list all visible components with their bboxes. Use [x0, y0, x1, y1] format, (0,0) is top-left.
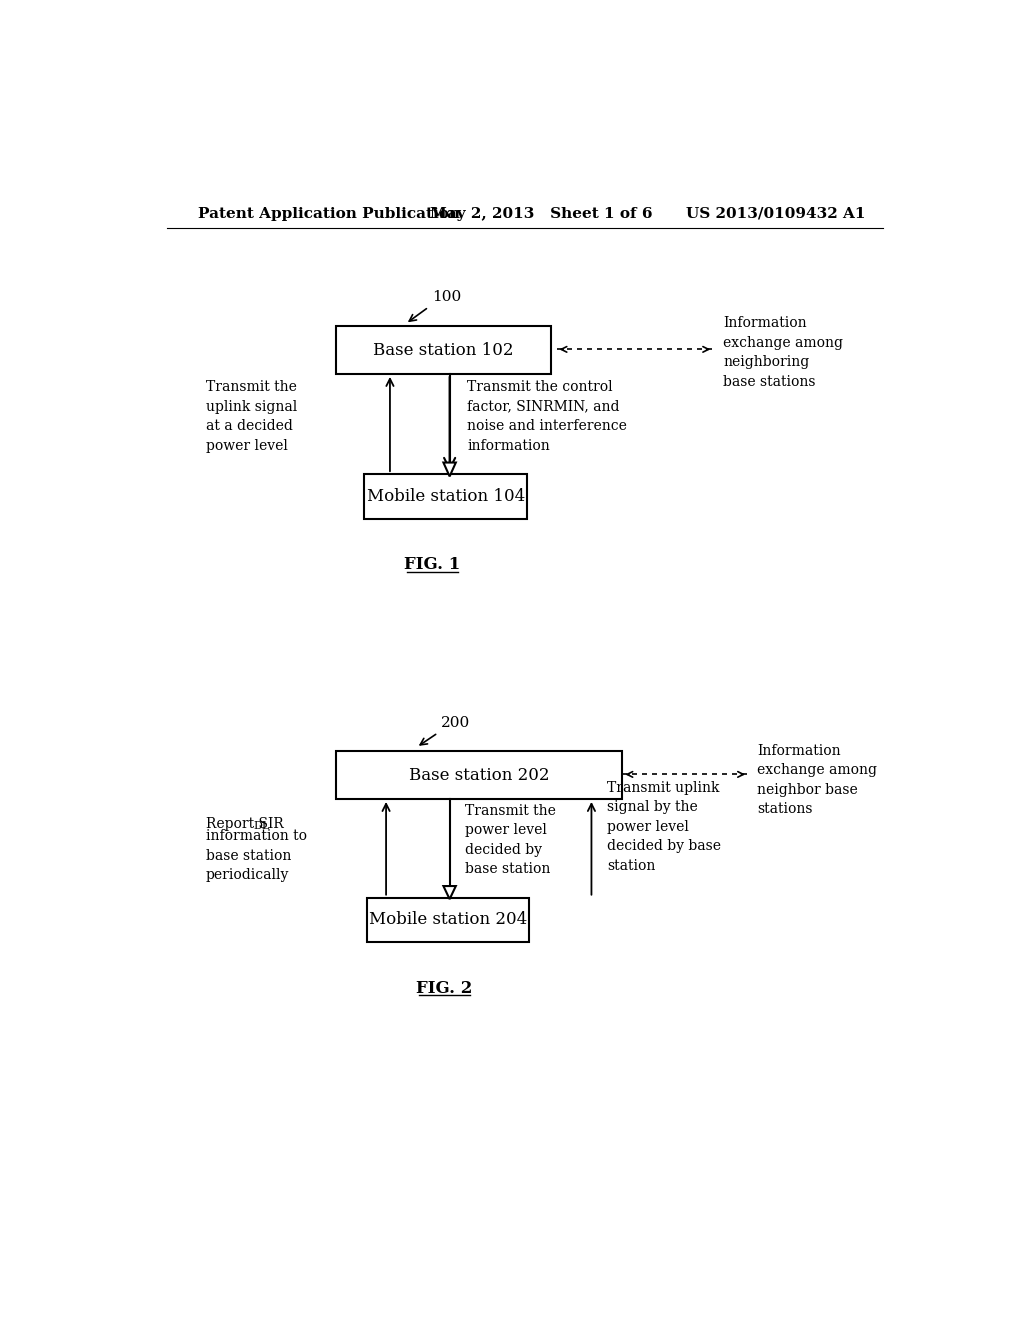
Polygon shape — [443, 886, 456, 899]
Text: FIG. 2: FIG. 2 — [416, 979, 472, 997]
Bar — [336, 751, 623, 799]
Text: 100: 100 — [432, 290, 461, 304]
Text: Transmit the
power level
decided by
base station: Transmit the power level decided by base… — [465, 804, 556, 876]
Bar — [336, 326, 551, 374]
Polygon shape — [443, 462, 456, 477]
Text: DL: DL — [254, 821, 269, 830]
Text: Base station 202: Base station 202 — [409, 767, 549, 784]
Text: Information
exchange among
neighboring
base stations: Information exchange among neighboring b… — [723, 317, 843, 389]
Text: Report SIR: Report SIR — [206, 817, 284, 830]
Bar — [367, 898, 529, 942]
Text: 200: 200 — [441, 715, 470, 730]
Bar — [365, 474, 527, 519]
Text: Transmit the
uplink signal
at a decided
power level: Transmit the uplink signal at a decided … — [206, 380, 297, 453]
Text: Mobile station 204: Mobile station 204 — [369, 911, 527, 928]
Text: May 2, 2013   Sheet 1 of 6: May 2, 2013 Sheet 1 of 6 — [430, 207, 652, 220]
Text: Base station 102: Base station 102 — [373, 342, 514, 359]
Text: Information
exchange among
neighbor base
stations: Information exchange among neighbor base… — [758, 743, 878, 816]
Text: FIG. 1: FIG. 1 — [404, 557, 461, 573]
Text: Patent Application Publication: Patent Application Publication — [198, 207, 460, 220]
Text: information to
base station
periodically: information to base station periodically — [206, 829, 306, 882]
Text: Mobile station 104: Mobile station 104 — [367, 488, 525, 506]
Text: Transmit uplink
signal by the
power level
decided by base
station: Transmit uplink signal by the power leve… — [607, 780, 721, 873]
Text: Transmit the control
factor, SINRMIN, and
noise and interference
information: Transmit the control factor, SINRMIN, an… — [467, 380, 628, 453]
Text: US 2013/0109432 A1: US 2013/0109432 A1 — [686, 207, 865, 220]
